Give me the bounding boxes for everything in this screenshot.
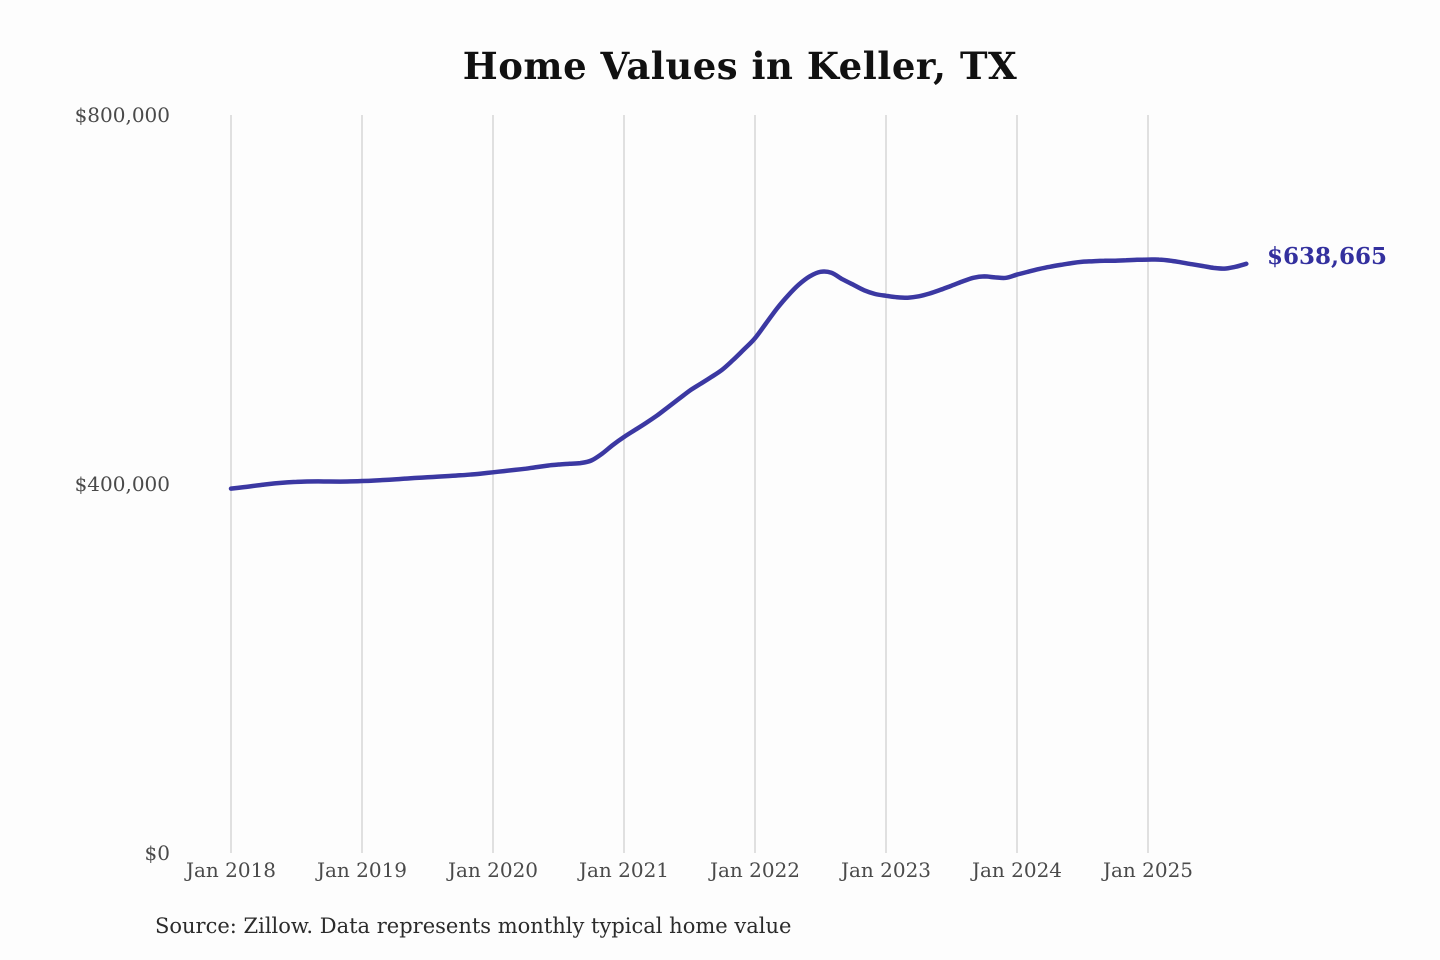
x-tick-label: Jan 2021 <box>577 858 669 882</box>
x-tick-label: Jan 2025 <box>1101 858 1193 882</box>
x-tick-label: Jan 2022 <box>708 858 800 882</box>
home-value-line <box>228 257 1249 491</box>
x-tick-label: Jan 2024 <box>970 858 1062 882</box>
current-value-label: $638,665 <box>1267 243 1388 270</box>
x-tick-label: Jan 2023 <box>839 858 931 882</box>
y-tick-label: $400,000 <box>75 472 170 496</box>
chart-title: Home Values in Keller, TX <box>462 44 1018 88</box>
source-note: Source: Zillow. Data represents monthly … <box>155 914 792 938</box>
x-tick-label: Jan 2019 <box>315 858 407 882</box>
x-tick-label: Jan 2020 <box>446 858 538 882</box>
y-tick-label: $0 <box>145 841 170 865</box>
y-tick-label: $800,000 <box>75 103 170 127</box>
x-tick-label: Jan 2018 <box>184 858 276 882</box>
